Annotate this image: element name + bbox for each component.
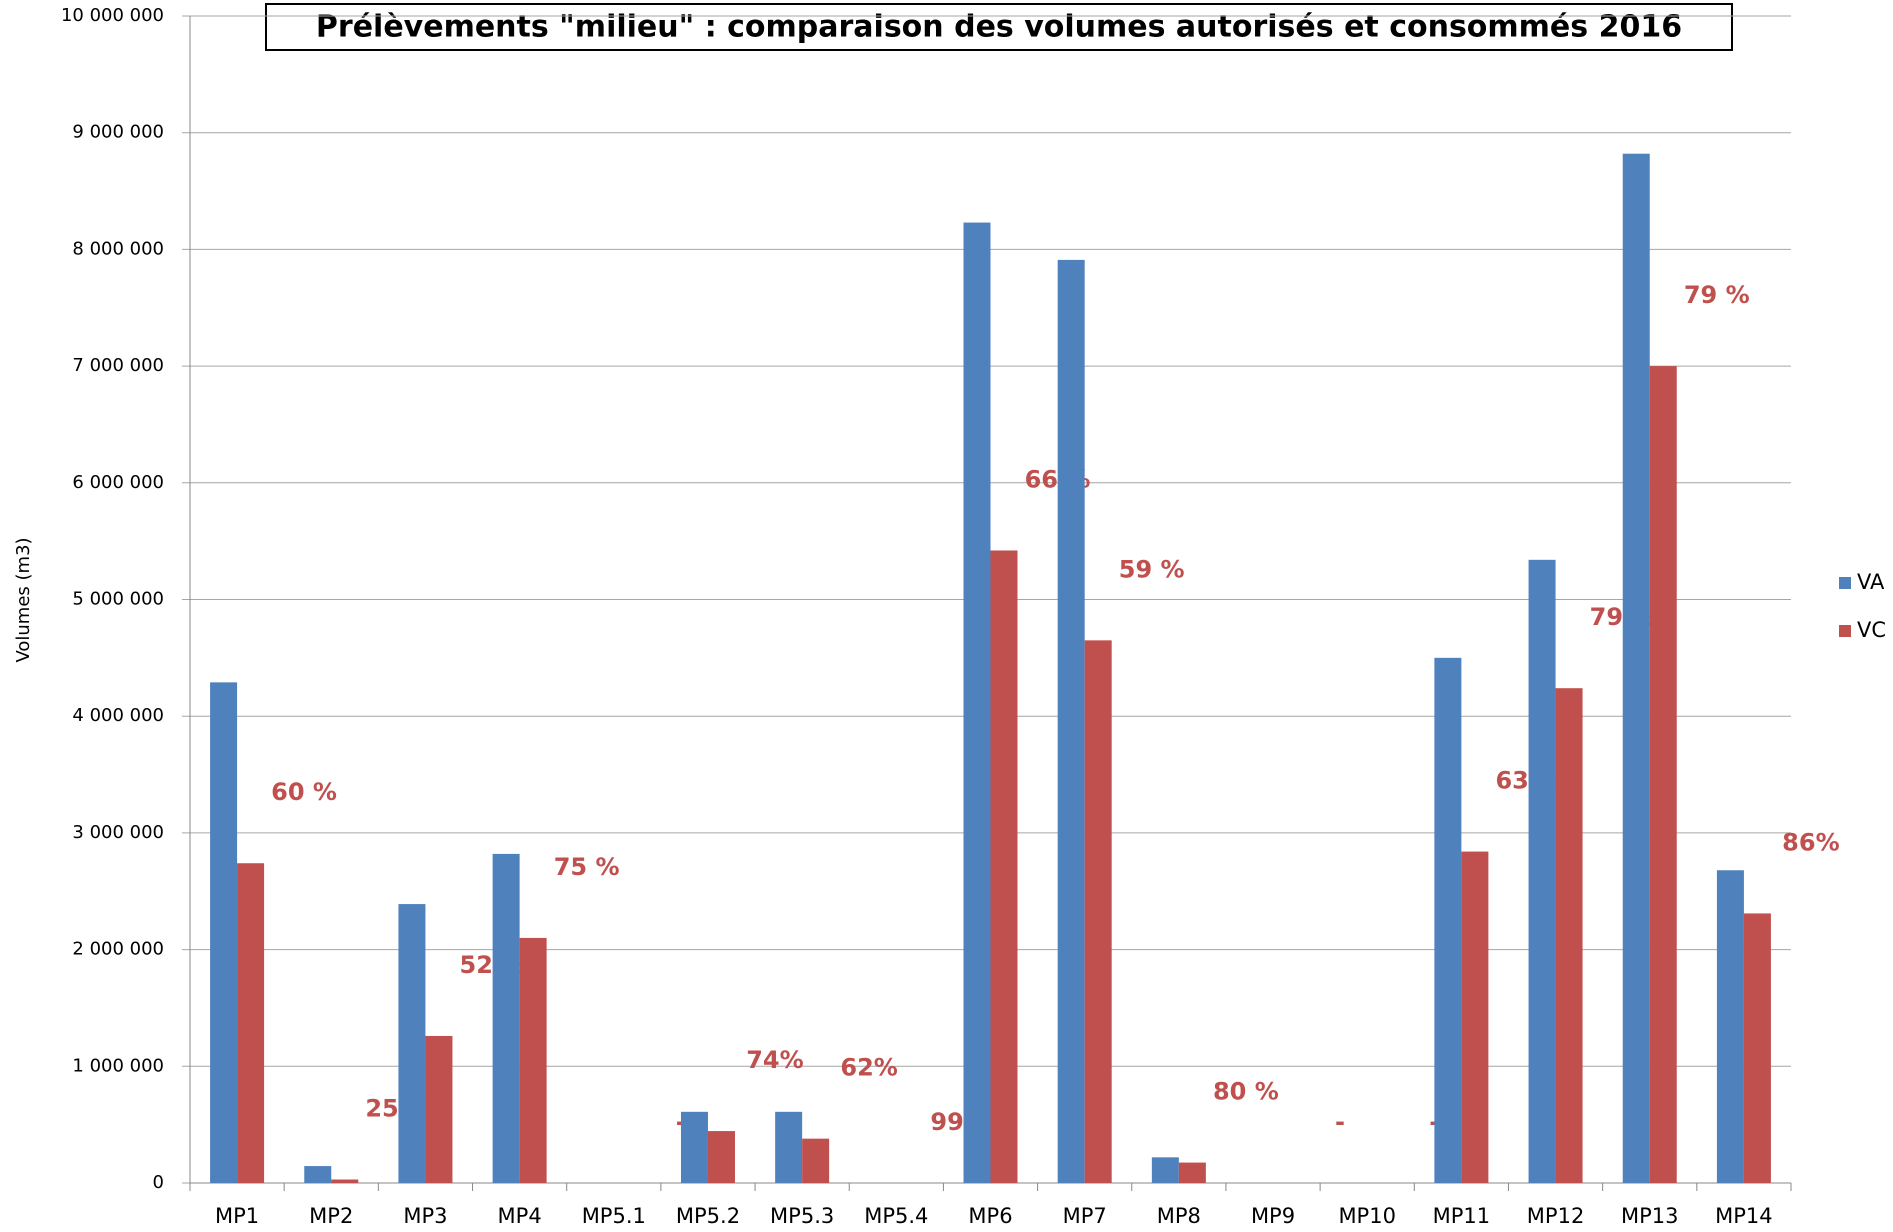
annotation: - [1429,1108,1439,1136]
bar [1555,688,1583,1183]
x-tick-label: MP4 [498,1204,542,1228]
x-tick-label: MP14 [1715,1204,1773,1228]
y-tick-label: 3 000 000 [72,822,164,843]
bar [1743,913,1771,1183]
bar [802,1138,830,1183]
bar [210,682,238,1183]
y-tick-label: 6 000 000 [72,472,164,493]
y-tick-label: 10 000 000 [61,5,164,26]
bar [1084,640,1112,1183]
y-axis-label: Volumes (m3) [13,537,34,662]
y-tick-label: 1 000 000 [72,1055,164,1076]
bar [1649,366,1677,1184]
bar [1057,259,1085,1183]
bar [492,853,520,1183]
annotation: 86% [1782,828,1839,856]
x-tick-label: MP8 [1157,1204,1201,1228]
x-tick-label: MP5.1 [582,1204,646,1228]
x-tick-label: MP3 [403,1204,447,1228]
bar [707,1131,735,1183]
annotation: - [1335,1108,1345,1136]
y-tick-label: 9 000 000 [72,122,164,143]
x-tick-label: MP5.2 [676,1204,740,1228]
bar [1622,153,1650,1183]
bar [331,1179,359,1183]
legend-label: VC [1857,618,1886,642]
bar [1461,851,1489,1183]
legend-label: VA [1857,570,1885,594]
bar [1716,870,1744,1183]
annotation: 59 % [1119,555,1185,583]
x-tick-label: MP1 [215,1204,259,1228]
x-tick-label: MP7 [1063,1204,1107,1228]
bar [1434,657,1462,1183]
bar [237,863,265,1183]
x-tick-label: MP5.4 [864,1204,928,1228]
annotation: 75 % [554,853,620,881]
y-tick-label: 8 000 000 [72,238,164,259]
title-box [265,3,1733,51]
annotation: 80 % [1213,1078,1279,1106]
y-tick-label: 4 000 000 [72,705,164,726]
chart-title: Prélèvements "milieu" : comparaison des … [316,10,1682,45]
x-tick-label: MP9 [1251,1204,1295,1228]
legend-swatch [1839,577,1851,589]
bar [990,550,1018,1183]
x-tick-label: MP13 [1621,1204,1679,1228]
bar [519,937,547,1183]
legend-swatch [1839,625,1851,637]
bar [1178,1162,1206,1183]
x-tick-label: MP10 [1338,1204,1396,1228]
x-tick-label: MP5.3 [770,1204,834,1228]
y-tick-label: 2 000 000 [72,939,164,960]
y-tick-label: 5 000 000 [72,589,164,610]
annotation: 60 % [271,778,337,806]
bar [425,1035,453,1183]
annotation: 79 % [1684,281,1750,309]
annotation: - [676,1108,686,1136]
annotation: 74% [746,1046,803,1074]
annotation: 62% [840,1054,897,1082]
x-tick-label: MP6 [968,1204,1012,1228]
bar [775,1111,803,1183]
x-tick-label: MP11 [1433,1204,1491,1228]
x-tick-label: MP12 [1527,1204,1585,1228]
x-tick-label: MP2 [309,1204,353,1228]
bar [1151,1157,1179,1183]
bar [398,904,426,1183]
bar [304,1166,332,1183]
bar [1528,559,1556,1183]
y-tick-label: 7 000 000 [72,355,164,376]
y-tick-label: 0 [153,1172,164,1193]
bar [963,222,991,1183]
bar [680,1111,708,1183]
